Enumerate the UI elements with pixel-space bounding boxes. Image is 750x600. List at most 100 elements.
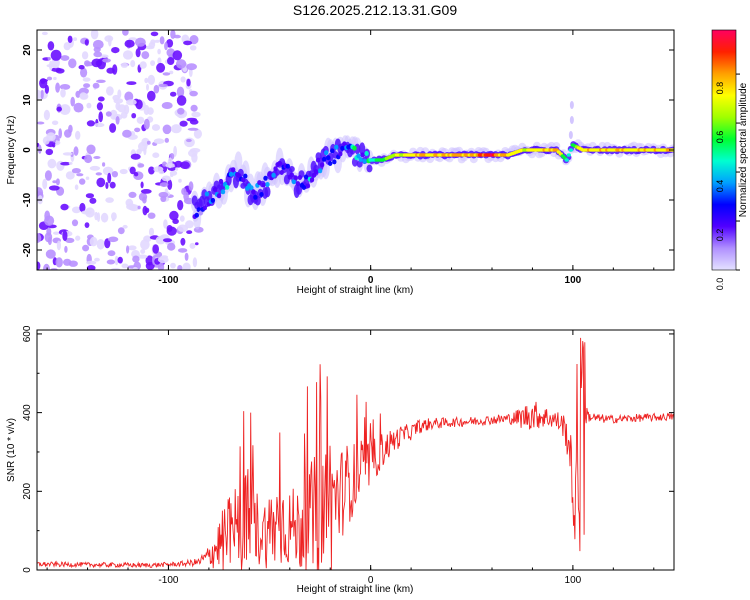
colorbar-gradient: [712, 30, 736, 270]
noise-blob: [124, 39, 135, 48]
ridge-core: [210, 197, 216, 203]
spectrogram-y-axis-label: Frequency (Hz): [6, 116, 17, 185]
noise-blob: [175, 167, 179, 171]
noise-blob: [102, 58, 111, 63]
noise-blob: [141, 51, 150, 60]
ridge-core: [301, 185, 307, 190]
noise-blob: [172, 218, 179, 224]
noise-blob: [86, 265, 96, 270]
noise-blob: [140, 181, 144, 189]
noise-blob: [150, 60, 156, 66]
ridge-core: [332, 159, 337, 165]
noise-blob: [153, 138, 165, 144]
noise-blob: [148, 166, 155, 175]
noise-blob: [152, 244, 159, 254]
ridge-core: [358, 157, 363, 163]
noise-blob: [56, 106, 62, 112]
ridge-core: [362, 158, 367, 164]
noise-blob: [111, 47, 120, 54]
noise-blob: [55, 178, 60, 186]
ridge-core: [330, 148, 335, 154]
noise-blob: [151, 124, 161, 131]
noise-blob: [135, 48, 141, 58]
noise-blob: [177, 224, 189, 232]
noise-blob: [121, 263, 129, 269]
noise-blob: [185, 220, 194, 229]
noise-blob: [120, 62, 128, 68]
noise-blob: [173, 145, 178, 157]
noise-blob: [122, 30, 129, 36]
noise-blob: [144, 77, 149, 84]
ridge-core: [212, 187, 218, 192]
noise-blob: [76, 173, 84, 177]
noise-blob: [86, 260, 97, 265]
noise-blob: [107, 250, 116, 257]
noise-blob: [189, 90, 198, 97]
noise-blob: [122, 129, 132, 138]
noise-blob: [73, 37, 78, 41]
noise-blob: [82, 244, 90, 252]
noise-blob: [179, 161, 190, 169]
ridge-core: [328, 161, 333, 166]
colorbar-tick-label: 0.4: [715, 180, 725, 193]
ridge-core: [251, 189, 256, 195]
noise-blob: [157, 256, 169, 264]
colorbar-tick-label: 0.8: [715, 82, 725, 95]
noise-blob: [191, 111, 201, 118]
ridge-core: [334, 144, 339, 150]
noise-blob: [181, 187, 187, 195]
noise-blob: [45, 249, 56, 259]
noise-blob: [107, 172, 112, 184]
noise-blob: [153, 84, 160, 94]
noise-blob: [174, 160, 183, 168]
ridge-core: [309, 177, 315, 183]
noise-blob: [86, 144, 96, 155]
noise-blob: [170, 173, 174, 178]
y-tick-label: 0: [22, 567, 33, 573]
noise-blob: [105, 197, 114, 203]
noise-blob: [100, 212, 109, 223]
noise-blob: [79, 202, 86, 213]
noise-blob: [188, 181, 194, 191]
noise-blob: [96, 177, 106, 188]
ridge-core: [338, 151, 343, 157]
noise-blob: [71, 168, 81, 174]
noise-blob: [60, 203, 69, 211]
ridge-core: [297, 175, 303, 180]
noise-blob: [139, 61, 147, 69]
noise-blob: [37, 261, 41, 270]
noise-blob: [178, 178, 182, 183]
noise-blob: [137, 205, 141, 210]
noise-blob: [195, 242, 199, 246]
noise-blob: [96, 239, 105, 250]
ridge-core: [263, 175, 268, 181]
noise-blob: [147, 212, 156, 219]
noise-blob: [107, 236, 119, 243]
ridge-core: [295, 181, 301, 187]
noise-blob: [37, 233, 42, 244]
noise-blob: [111, 171, 118, 178]
noise-blob: [133, 172, 139, 177]
noise-blob: [170, 124, 182, 134]
noise-blob: [143, 104, 150, 116]
spectrogram-y-ticks: -20 -10 0 10 20: [22, 44, 674, 257]
noise-blob: [167, 242, 176, 251]
noise-blob: [47, 236, 52, 246]
noise-blob: [146, 140, 151, 145]
noise-blob: [159, 182, 169, 188]
snr-panel: -100 0 100 0 200 400 600 Height of straight l…: [6, 325, 675, 595]
ridge-core: [220, 189, 226, 195]
ridge-core: [257, 180, 262, 186]
noise-blob: [71, 206, 82, 214]
noise-blob: [109, 109, 118, 120]
ridge-core: [322, 156, 327, 162]
noise-blob: [170, 91, 177, 97]
noise-blob: [124, 91, 134, 102]
noise-blob: [140, 189, 152, 194]
x-tick-label: 0: [368, 575, 374, 586]
noise-blob: [37, 121, 45, 125]
noise-blob: [179, 120, 188, 127]
ridge-core: [293, 175, 298, 181]
noise-blob: [106, 86, 114, 96]
